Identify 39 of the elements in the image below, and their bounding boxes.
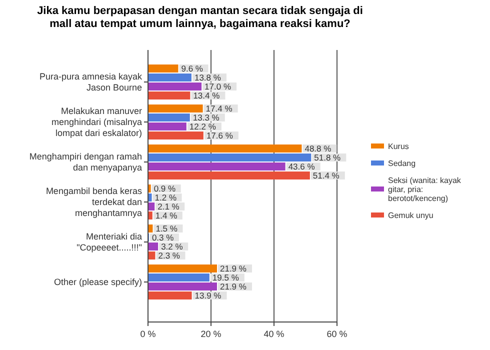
- data-label: 3.2 %: [161, 242, 184, 252]
- x-tick-label: 0 %: [140, 329, 156, 339]
- y-tick-label: Mengambil benda keras terdekat dan menghantamnya: [46, 186, 142, 218]
- data-label: 19.5 %: [212, 272, 240, 282]
- chart-title: Jika kamu berpapasan dengan mantan secara tidak sengaja di mall atau tempat umum lainnya, bagaimana reaksi kamu?: [37, 5, 363, 30]
- data-label: 1.2 %: [154, 192, 177, 202]
- x-tick-label: 40 %: [264, 329, 284, 339]
- data-label: 43.6 %: [288, 162, 316, 172]
- data-label: 21.9 %: [220, 264, 247, 274]
- x-tick-label: 20 %: [200, 329, 222, 339]
- data-label: 13.3 %: [192, 112, 220, 122]
- data-label: 2.1 %: [158, 202, 180, 212]
- data-label: 51.4 %: [312, 170, 340, 180]
- y-tick-label: Menghampiri dengan ramah dan menyapanya: [29, 152, 142, 172]
- legend-label: Seksi (wanita: kayak gitar, pria: berotot/kenceng): [388, 176, 462, 203]
- y-tick-label: Pura-pura amnesia kayak Jason Bourne: [39, 72, 142, 92]
- data-label: 21.9 %: [220, 282, 247, 292]
- y-tick-label: Melakukan manuver menghindari (misalnya lompat dari eskalator): [51, 106, 142, 138]
- legend-label: Gemuk unyu: [388, 211, 434, 220]
- data-label: 1.4 %: [155, 210, 178, 220]
- data-label: 17.4 %: [206, 104, 233, 114]
- data-label: 48.8 %: [304, 144, 332, 154]
- data-label: 13.4 %: [193, 90, 220, 100]
- data-label: 51.8 %: [314, 152, 342, 162]
- legend-label: Sedang: [388, 159, 416, 168]
- y-tick-label: Menteriaki dia "Copeeeet.....!!!": [76, 232, 142, 252]
- data-label: 12.2 %: [189, 122, 216, 132]
- legend-label: Kurus: [388, 142, 409, 151]
- data-label: 17.6 %: [206, 130, 234, 140]
- x-tick-label: 60 %: [326, 329, 348, 339]
- data-label: 9.6 %: [181, 64, 204, 74]
- data-label: 2.3 %: [158, 250, 180, 260]
- y-tick-label: Other (please specify): [54, 277, 142, 287]
- data-label: 13.8 %: [194, 72, 222, 82]
- data-label: 0.3 %: [152, 232, 174, 242]
- data-label: 17.0 %: [204, 82, 232, 92]
- data-label: 1.5 %: [156, 224, 178, 234]
- data-label: 0.9 %: [154, 184, 176, 194]
- data-label: 13.9 %: [194, 290, 222, 300]
